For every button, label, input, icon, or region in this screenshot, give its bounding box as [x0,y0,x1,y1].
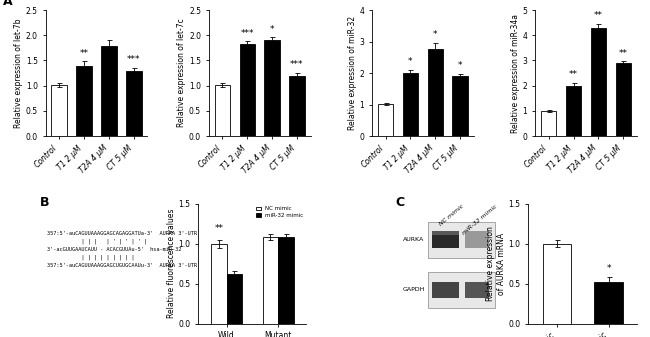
Bar [594,282,623,324]
Bar [403,73,418,136]
Text: A: A [3,0,12,8]
Text: GAPDH: GAPDH [402,287,424,293]
Y-axis label: Relative expression of miR-32: Relative expression of miR-32 [348,16,357,130]
Text: ***: *** [127,55,140,64]
Text: **: ** [214,224,224,233]
Text: *: * [433,30,437,39]
Bar [543,244,571,324]
Bar [76,65,92,136]
Text: **: ** [594,11,603,20]
Y-axis label: Relative fluorescence values: Relative fluorescence values [166,209,176,318]
Text: C: C [395,196,404,209]
Text: AURKA: AURKA [403,237,424,242]
Bar [126,70,142,136]
Bar [278,237,294,324]
Bar [211,244,227,324]
Bar [541,111,556,136]
Text: 357:5'-auCAGUUAAAGGAGCAGAGGATUa-3'  AURKA 3'-UTR Mutant
           | | |   | ' |: 357:5'-auCAGUUAAAGGAGCAGAGGATUa-3' AURKA… [47,231,219,268]
Text: ***: *** [240,29,254,37]
Bar [428,49,443,136]
Y-axis label: Relative expression
of AURKA mRNA: Relative expression of AURKA mRNA [486,226,506,301]
Legend: NC mimic, miR-32 mimic: NC mimic, miR-32 mimic [256,206,304,218]
Bar [428,222,495,257]
Bar [378,104,393,136]
Bar [591,28,606,136]
Y-axis label: Relative expression of let-7b: Relative expression of let-7b [14,18,23,128]
Text: NC mimic: NC mimic [438,204,465,227]
Bar [239,44,255,136]
Text: *: * [270,25,274,33]
Bar [432,231,459,248]
Bar [452,76,468,136]
Bar [465,281,489,298]
Y-axis label: Relative expression of let-7c: Relative expression of let-7c [177,19,186,127]
Bar [214,85,230,136]
Text: ***: *** [290,60,304,69]
Bar [432,231,459,235]
Text: **: ** [619,49,628,58]
Bar [616,63,631,136]
Text: miR-32 mimic: miR-32 mimic [462,204,499,236]
Bar [432,281,459,298]
Bar [227,274,242,324]
Bar [101,47,116,136]
Bar [465,231,489,248]
Bar [263,237,278,324]
Text: *: * [458,61,462,70]
Text: **: ** [79,49,88,58]
Bar [428,272,495,308]
Text: **: ** [569,70,578,79]
Y-axis label: Relative expression of miR-34a: Relative expression of miR-34a [511,13,520,132]
Bar [265,40,279,136]
Text: *: * [408,57,413,66]
Text: *: * [606,264,611,273]
Text: B: B [40,196,49,209]
Bar [289,75,305,136]
Bar [51,85,67,136]
Bar [566,86,581,136]
